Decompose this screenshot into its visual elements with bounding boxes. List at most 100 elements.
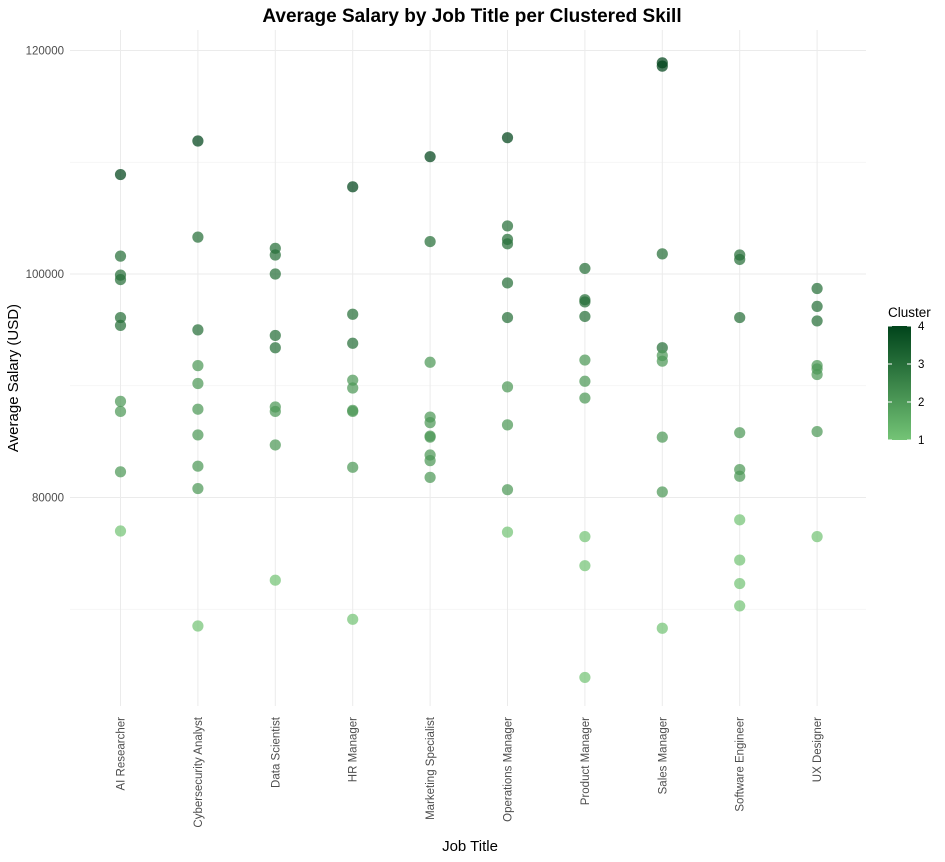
grid-lines [70, 30, 866, 706]
data-points [114, 57, 823, 684]
legend-title: Cluster [888, 305, 931, 320]
data-point [114, 311, 127, 324]
color-legend: Cluster 1 2 3 4 [888, 305, 931, 447]
data-point [811, 425, 823, 438]
data-point [114, 319, 127, 332]
data-point [579, 671, 591, 684]
data-point [347, 374, 359, 386]
data-point [269, 249, 281, 261]
data-point [734, 427, 746, 439]
data-point [501, 484, 514, 496]
y-tick-label: 100000 [26, 269, 64, 281]
data-point [192, 403, 204, 415]
data-point [579, 296, 591, 308]
x-tick-label: UX Designer [812, 717, 824, 782]
data-point [579, 375, 591, 387]
data-point [424, 356, 436, 368]
data-point [269, 574, 281, 586]
data-point [579, 310, 591, 323]
data-point [579, 262, 591, 275]
data-point [269, 439, 281, 451]
data-point [347, 382, 359, 394]
data-point [501, 132, 514, 144]
y-tick-label: 80000 [32, 493, 64, 505]
x-tick-label: Sales Manager [657, 717, 669, 795]
data-point [192, 324, 204, 336]
data-point [424, 417, 436, 429]
legend-tick-label: 4 [918, 321, 925, 333]
data-point [656, 486, 668, 498]
data-point [656, 60, 668, 72]
data-point [656, 248, 668, 260]
legend-tick-label: 2 [918, 397, 924, 409]
data-point [114, 250, 127, 262]
data-point [424, 471, 436, 483]
data-point [269, 342, 281, 354]
data-point [114, 405, 127, 418]
data-point [501, 311, 514, 324]
data-point [811, 282, 823, 295]
data-point [347, 181, 359, 193]
data-point [192, 360, 204, 372]
data-point [347, 337, 359, 349]
legend-ticks: 1 2 3 4 [888, 321, 925, 447]
y-axis-ticks: 80000 100000 120000 [26, 46, 64, 505]
data-point [811, 315, 823, 327]
data-point [579, 560, 591, 572]
data-point [269, 329, 281, 342]
data-point [114, 168, 127, 181]
x-tick-label: Cybersecurity Analyst [193, 716, 205, 827]
data-point [734, 470, 746, 482]
data-point [734, 311, 746, 324]
data-point [811, 531, 823, 543]
chart-title: Average Salary by Job Title per Clustere… [262, 6, 681, 27]
data-point [347, 405, 359, 418]
data-point [579, 354, 591, 366]
data-point [734, 253, 746, 266]
data-point [501, 419, 514, 431]
data-point [656, 355, 668, 367]
data-point [192, 482, 204, 495]
data-point [734, 600, 746, 612]
data-point [656, 431, 668, 443]
data-point [424, 151, 436, 163]
data-point [192, 377, 204, 390]
data-point [192, 429, 204, 441]
data-point [734, 554, 746, 566]
data-point [269, 268, 281, 280]
data-point [656, 342, 668, 354]
data-point [269, 405, 281, 418]
data-point [192, 460, 204, 472]
x-axis-title: Job Title [442, 838, 498, 855]
data-point [114, 466, 127, 478]
x-tick-label: Software Engineer [735, 717, 747, 812]
legend-tick-label: 3 [918, 359, 924, 371]
data-point [811, 368, 823, 381]
data-point [192, 135, 204, 147]
data-point [811, 300, 823, 313]
data-point [579, 531, 591, 543]
data-point [501, 381, 514, 393]
legend-tick-label: 1 [918, 435, 924, 447]
data-point [734, 577, 746, 590]
x-tick-label: AI Researcher [116, 717, 128, 791]
data-point [656, 622, 668, 634]
data-point [424, 455, 436, 467]
y-axis-title: Average Salary (USD) [5, 304, 22, 452]
x-tick-label: Marketing Specialist [425, 716, 437, 820]
data-point [347, 613, 359, 625]
data-point [347, 461, 359, 473]
data-point [424, 431, 436, 443]
data-point [579, 392, 591, 404]
x-axis-ticks: AI Researcher Cybersecurity Analyst Data S… [116, 716, 825, 827]
legend-colorbar [888, 326, 911, 440]
data-point [192, 231, 204, 243]
x-tick-label: Product Manager [580, 717, 592, 805]
data-point [114, 395, 127, 407]
data-point [424, 235, 436, 248]
x-tick-label: Operations Manager [503, 717, 515, 822]
data-point [734, 514, 746, 526]
y-tick-label: 120000 [26, 46, 64, 58]
x-tick-label: Data Scientist [270, 716, 282, 788]
